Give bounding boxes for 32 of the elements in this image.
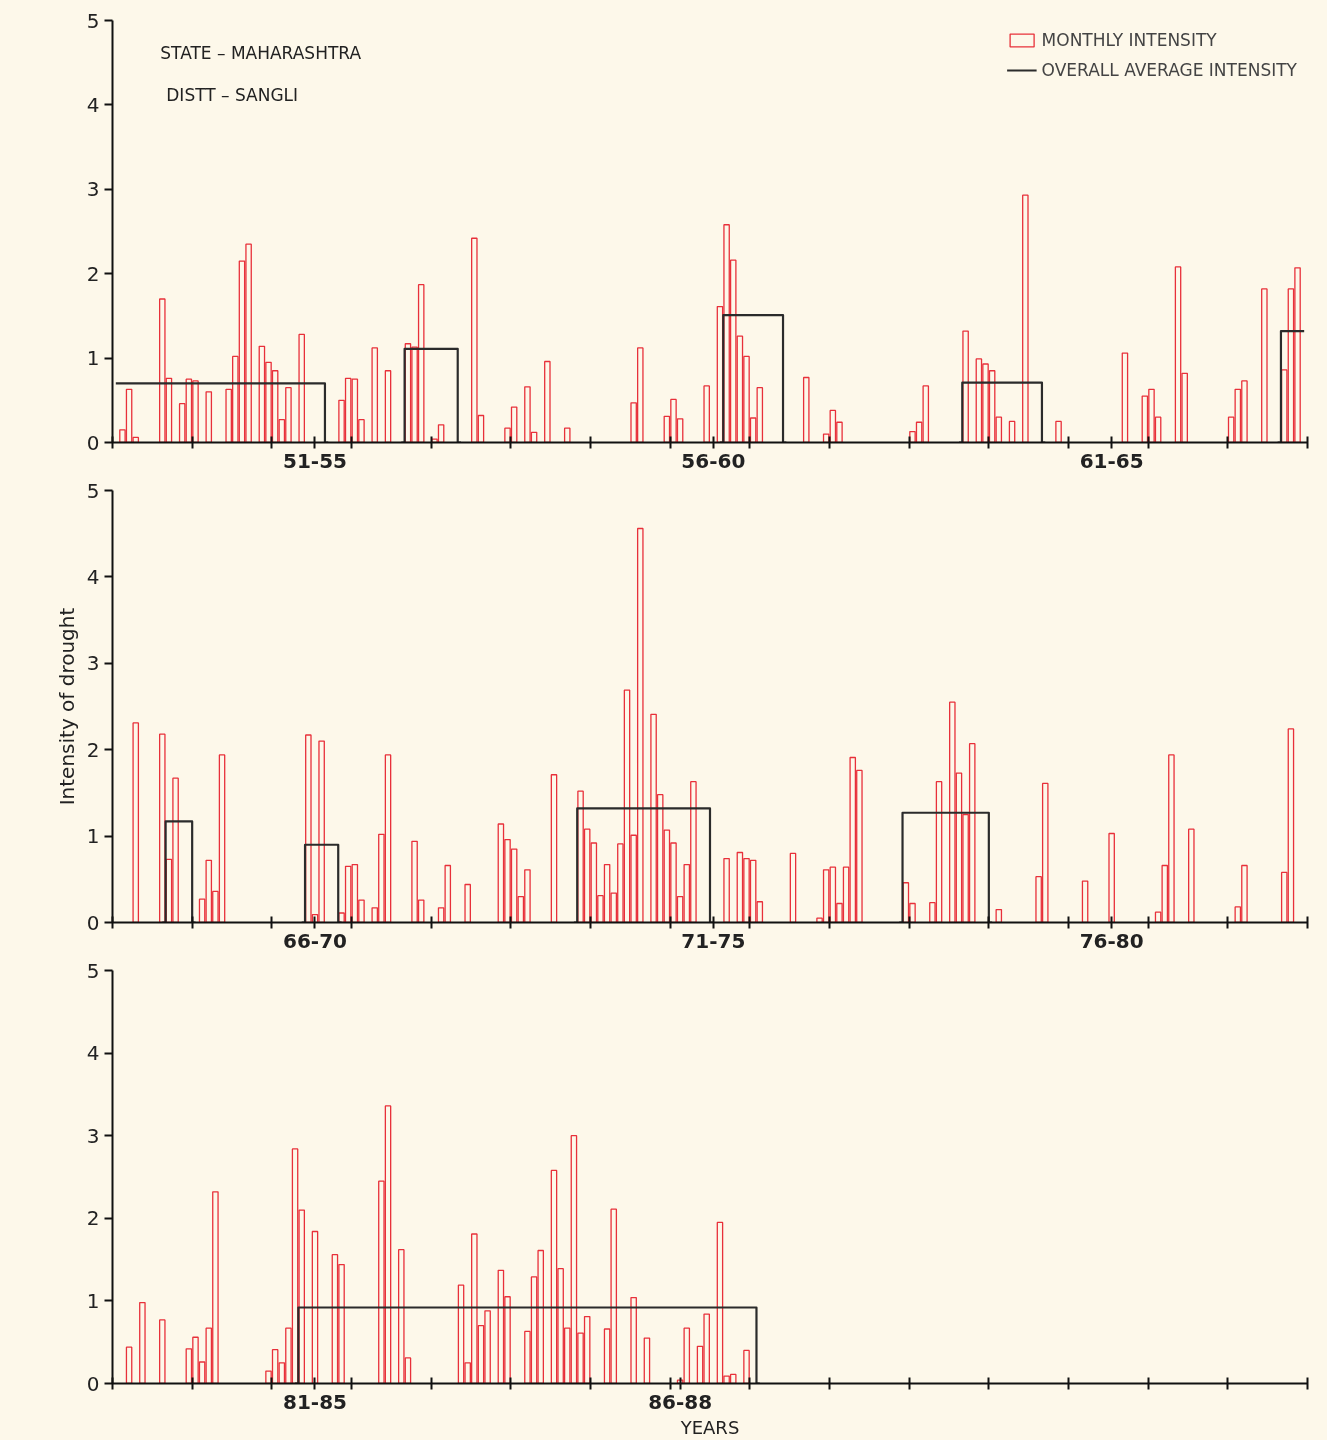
y-tick-label: 0 (86, 1371, 100, 1396)
y-tick-label: 3 (86, 1123, 100, 1148)
x-tick-label: 51-55 (283, 448, 347, 473)
y-tick-label: 5 (86, 478, 100, 503)
y-tick-label: 1 (86, 346, 100, 371)
x-axis-title: YEARS (679, 1416, 740, 1438)
legend-label: OVERALL AVERAGE INTENSITY (1041, 60, 1297, 80)
x-tick-label: 81-85 (283, 1389, 347, 1414)
x-tick-label: 61-65 (1079, 448, 1144, 473)
y-tick-label: 5 (86, 8, 100, 33)
y-tick-label: 1 (86, 824, 100, 849)
legend-label: MONTHLY INTENSITY (1041, 30, 1217, 50)
x-tick-label: 76-80 (1079, 928, 1144, 953)
x-tick-label: 56-60 (681, 448, 746, 473)
y-axis-title: Intensity of drought (54, 607, 79, 806)
y-tick-label: 5 (86, 958, 100, 983)
y-tick-label: 0 (86, 910, 100, 935)
y-tick-label: 1 (86, 1288, 100, 1313)
y-tick-label: 2 (86, 261, 100, 286)
annotation: DISTT – SANGLI (166, 84, 299, 105)
annotation: STATE – MAHARASHTRA (160, 42, 362, 63)
y-tick-label: 3 (86, 177, 100, 202)
y-tick-label: 3 (86, 651, 100, 676)
y-tick-label: 2 (86, 1206, 100, 1231)
y-tick-label: 0 (86, 430, 100, 455)
y-tick-label: 4 (86, 1041, 100, 1066)
y-tick-label: 2 (86, 737, 100, 762)
x-tick-label: 86-88 (648, 1389, 713, 1414)
y-tick-label: 4 (86, 92, 100, 117)
y-tick-label: 4 (86, 564, 100, 589)
x-tick-label: 66-70 (283, 928, 347, 953)
x-tick-label: 71-75 (681, 928, 746, 953)
